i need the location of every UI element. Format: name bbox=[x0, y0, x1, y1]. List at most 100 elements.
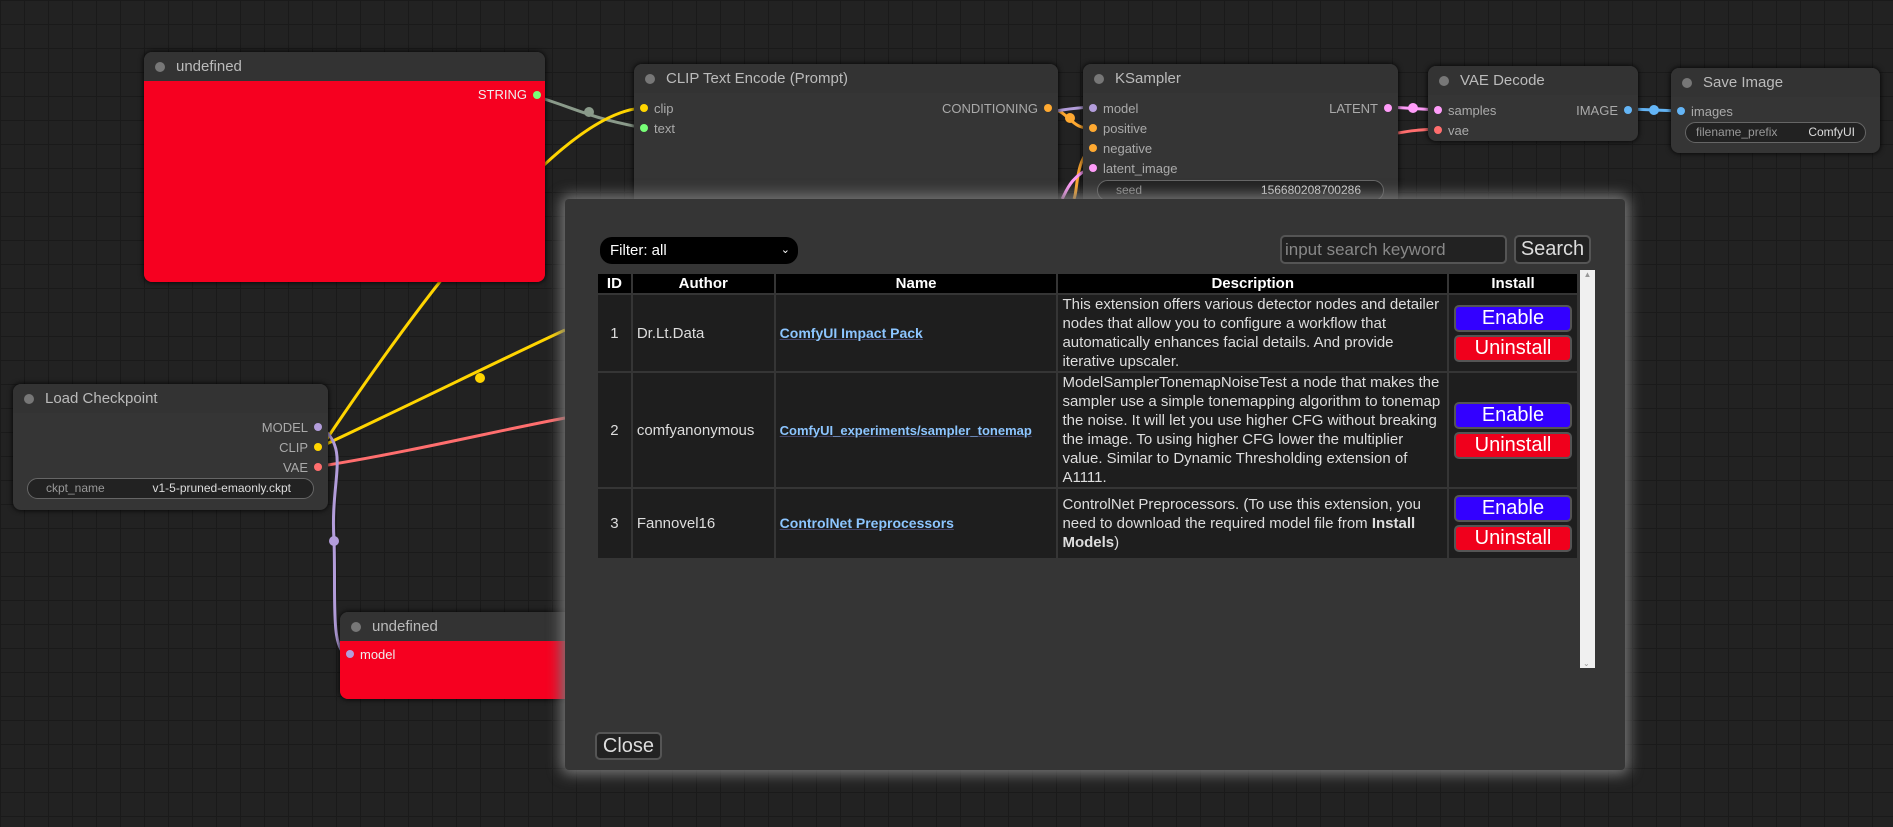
output-image-label: IMAGE bbox=[1576, 103, 1618, 118]
node-undefined-bottom[interactable]: undefined model bbox=[340, 612, 600, 699]
search-button[interactable]: Search bbox=[1514, 235, 1591, 264]
column-header-name: Name bbox=[773, 272, 1059, 295]
output-image-dot[interactable] bbox=[1624, 106, 1632, 114]
node-save-image[interactable]: Save Image images filename_prefix ComfyU… bbox=[1671, 68, 1880, 153]
input-vae-label: vae bbox=[1448, 123, 1469, 138]
node-title[interactable]: undefined bbox=[144, 52, 545, 81]
description-end: ) bbox=[1114, 534, 1120, 551]
node-body: STRING bbox=[144, 81, 545, 282]
link-clip-2 bbox=[321, 328, 566, 448]
input-negative-dot[interactable] bbox=[1089, 144, 1097, 152]
output-vae-dot[interactable] bbox=[314, 463, 322, 471]
column-header-description: Description bbox=[1056, 272, 1449, 295]
node-title[interactable]: undefined bbox=[340, 612, 600, 641]
node-title[interactable]: KSampler bbox=[1083, 64, 1398, 93]
row-id: 1 bbox=[596, 293, 633, 373]
input-model-dot[interactable] bbox=[1089, 104, 1097, 112]
output-latent-label: LATENT bbox=[1329, 101, 1378, 116]
table-row: 2 comfyanonymous ComfyUI_experiments/sam… bbox=[596, 371, 1580, 489]
extension-link[interactable]: ComfyUI Impact Pack bbox=[779, 324, 923, 341]
input-text-label: text bbox=[654, 121, 675, 136]
extension-link[interactable]: ControlNet Preprocessors bbox=[779, 515, 954, 531]
column-header-install: Install bbox=[1446, 272, 1580, 295]
extension-link[interactable]: ComfyUI_experiments/sampler_tonemap bbox=[779, 422, 1032, 438]
link-midpoint bbox=[1408, 103, 1418, 113]
link-vae bbox=[321, 416, 566, 468]
input-positive-label: positive bbox=[1103, 121, 1148, 136]
row-author: Fannovel16 bbox=[630, 487, 776, 560]
seed-label: seed bbox=[1116, 183, 1143, 197]
search-input[interactable]: input search keyword bbox=[1280, 235, 1507, 264]
node-title[interactable]: Load Checkpoint bbox=[13, 384, 328, 413]
ckpt-name-label: ckpt_name bbox=[46, 481, 105, 495]
row-id: 2 bbox=[596, 371, 633, 489]
ckpt-name-widget[interactable]: ckpt_name v1-5-pruned-emaonly.ckpt bbox=[27, 478, 314, 499]
input-text-dot[interactable] bbox=[640, 124, 648, 132]
extensions-table: ID Author Name Description Install 1 Dr.… bbox=[596, 272, 1580, 560]
description-text: ControlNet Preprocessors. (To use this e… bbox=[1062, 496, 1421, 532]
input-images-label: images bbox=[1691, 104, 1733, 119]
node-vae-decode[interactable]: VAE Decode samples vae IMAGE bbox=[1428, 66, 1638, 141]
node-title[interactable]: CLIP Text Encode (Prompt) bbox=[634, 64, 1058, 93]
row-description: This extension offers various detector n… bbox=[1056, 293, 1449, 373]
filter-select[interactable]: Filter: all ⌄ bbox=[600, 237, 798, 264]
output-string-dot[interactable] bbox=[533, 91, 541, 99]
custom-nodes-manager-dialog: Filter: all ⌄ input search keyword Search… bbox=[565, 199, 1625, 770]
node-undefined-top[interactable]: undefined STRING bbox=[144, 52, 545, 282]
seed-widget[interactable]: seed 156680208700286 bbox=[1097, 180, 1384, 201]
filter-value: Filter: all bbox=[610, 242, 667, 259]
table-row: 3 Fannovel16 ControlNet Preprocessors Co… bbox=[596, 487, 1580, 560]
input-negative-label: negative bbox=[1103, 141, 1153, 156]
uninstall-button[interactable]: Uninstall bbox=[1453, 431, 1572, 459]
uninstall-button[interactable]: Uninstall bbox=[1453, 334, 1572, 362]
output-model-dot[interactable] bbox=[314, 423, 322, 431]
input-samples-label: samples bbox=[1448, 103, 1497, 118]
table-row: 1 Dr.Lt.Data ComfyUI Impact Pack This ex… bbox=[596, 293, 1580, 373]
input-model-label: model bbox=[360, 647, 396, 662]
row-description: ModelSamplerTonemapNoiseTest a node that… bbox=[1056, 371, 1449, 489]
node-title[interactable]: Save Image bbox=[1671, 68, 1880, 97]
input-vae-dot[interactable] bbox=[1434, 126, 1442, 134]
scroll-down-icon[interactable]: ⌄ bbox=[1583, 659, 1590, 668]
input-positive-dot[interactable] bbox=[1089, 124, 1097, 132]
ckpt-name-value: v1-5-pruned-emaonly.ckpt bbox=[152, 481, 291, 495]
input-clip-dot[interactable] bbox=[640, 104, 648, 112]
filename-prefix-value: ComfyUI bbox=[1808, 125, 1855, 139]
input-latent-image-dot[interactable] bbox=[1089, 164, 1097, 172]
scroll-up-icon[interactable]: ▲ bbox=[1583, 270, 1592, 279]
row-author: comfyanonymous bbox=[630, 371, 776, 489]
row-author: Dr.Lt.Data bbox=[630, 293, 776, 373]
node-body: model bbox=[340, 641, 600, 699]
output-model-label: MODEL bbox=[261, 420, 308, 435]
output-conditioning-label: CONDITIONING bbox=[941, 101, 1038, 116]
table-scrollbar[interactable]: ▲ ⌄ bbox=[1580, 270, 1595, 668]
input-images-dot[interactable] bbox=[1677, 107, 1685, 115]
filename-prefix-label: filename_prefix bbox=[1696, 125, 1778, 139]
input-model-dot[interactable] bbox=[346, 650, 354, 658]
uninstall-button[interactable]: Uninstall bbox=[1453, 525, 1572, 552]
output-latent-dot[interactable] bbox=[1384, 104, 1392, 112]
install-models-link: Install Models bbox=[1062, 515, 1416, 551]
chevron-down-icon: ⌄ bbox=[780, 244, 790, 256]
input-samples-dot[interactable] bbox=[1434, 106, 1442, 114]
column-header-id: ID bbox=[596, 272, 633, 295]
enable-button[interactable]: Enable bbox=[1453, 495, 1572, 522]
node-title[interactable]: VAE Decode bbox=[1428, 66, 1638, 95]
link-midpoint bbox=[475, 373, 485, 383]
input-model-label: model bbox=[1103, 101, 1139, 116]
output-conditioning-dot[interactable] bbox=[1044, 104, 1052, 112]
filename-prefix-widget[interactable]: filename_prefix ComfyUI bbox=[1685, 122, 1866, 143]
seed-value: 156680208700286 bbox=[1260, 183, 1361, 197]
output-clip-dot[interactable] bbox=[314, 443, 322, 451]
row-id: 3 bbox=[596, 487, 633, 560]
row-description: ControlNet Preprocessors. (To use this e… bbox=[1056, 487, 1449, 560]
close-button[interactable]: Close bbox=[595, 732, 662, 760]
node-load-checkpoint[interactable]: Load Checkpoint MODEL CLIP VAE ckpt_name… bbox=[13, 384, 328, 510]
enable-button[interactable]: Enable bbox=[1453, 401, 1572, 429]
output-vae-label: VAE bbox=[282, 460, 308, 475]
link-midpoint bbox=[1649, 105, 1659, 115]
enable-button[interactable]: Enable bbox=[1453, 304, 1572, 332]
output-clip-label: CLIP bbox=[279, 440, 308, 455]
input-clip-label: clip bbox=[654, 101, 674, 116]
link-midpoint bbox=[329, 536, 339, 546]
